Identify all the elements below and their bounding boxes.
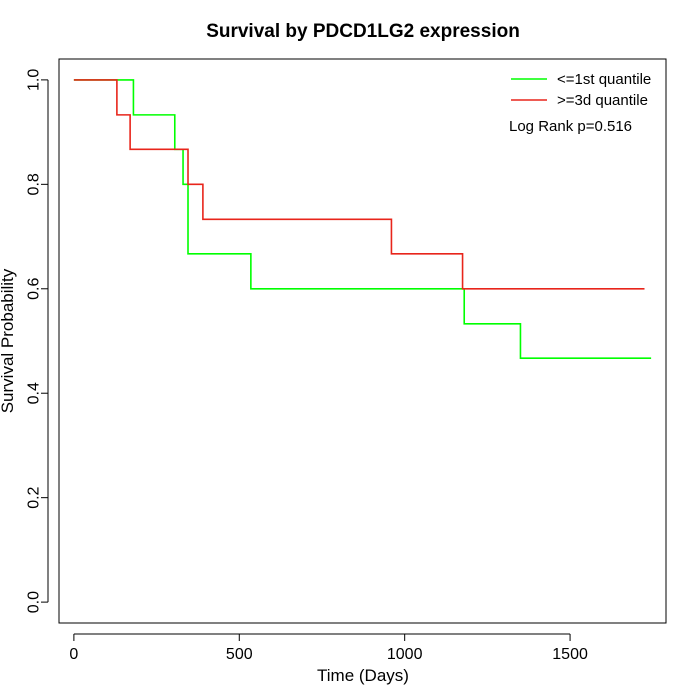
y-tick-label: 0.6 bbox=[26, 278, 43, 300]
legend: <=1st quantile >=3d quantile Log Rank p=… bbox=[509, 71, 651, 135]
y-tick-label: 0.4 bbox=[26, 382, 43, 404]
legend-label-high-quantile: >=3d quantile bbox=[557, 92, 648, 109]
series-layer bbox=[73, 79, 652, 360]
y-tick-label: 0.0 bbox=[26, 591, 43, 613]
y-tick-label: 0.8 bbox=[26, 173, 43, 195]
y-tick-label: 1.0 bbox=[26, 69, 43, 91]
y-axis: 0.0 0.2 0.4 0.6 0.8 1.0 bbox=[26, 69, 49, 613]
x-tick-label: 1000 bbox=[387, 646, 423, 663]
plot-frame bbox=[58, 58, 667, 624]
x-axis-label: Time (Days) bbox=[317, 666, 409, 685]
legend-label-low-quantile: <=1st quantile bbox=[557, 71, 651, 88]
x-axis: 0 500 1000 1500 bbox=[69, 633, 588, 663]
survival-curve-low-quantile bbox=[73, 79, 652, 360]
x-tick-label: 500 bbox=[226, 646, 253, 663]
survival-curve-high-quantile bbox=[73, 79, 645, 290]
x-tick-label: 0 bbox=[69, 646, 78, 663]
log-rank-annotation: Log Rank p=0.516 bbox=[509, 118, 632, 135]
y-tick-label: 0.2 bbox=[26, 486, 43, 508]
y-axis-label: Survival Probability bbox=[0, 268, 17, 413]
x-tick-label: 1500 bbox=[552, 646, 588, 663]
chart-title: Survival by PDCD1LG2 expression bbox=[206, 21, 520, 42]
